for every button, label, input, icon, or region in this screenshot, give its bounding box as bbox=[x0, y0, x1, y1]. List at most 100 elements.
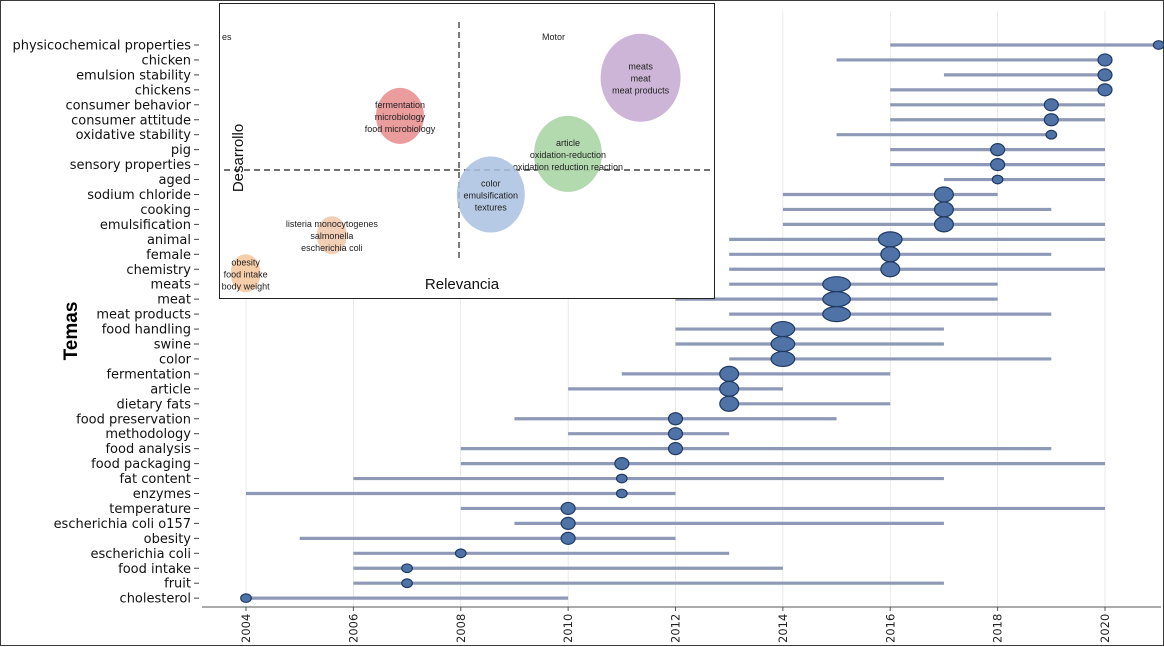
term-bubble bbox=[667, 412, 684, 426]
cluster-term: escherichia coli bbox=[301, 243, 363, 253]
term-label: food handling bbox=[102, 323, 191, 338]
term-label: food packaging bbox=[91, 457, 191, 472]
quadrant-label-left: es bbox=[222, 32, 232, 42]
term-bubble bbox=[1097, 83, 1113, 97]
term-label: enzymes bbox=[133, 487, 191, 502]
term-label: fermentation bbox=[106, 367, 191, 382]
term-bubble bbox=[770, 350, 796, 368]
cluster-term: emulsification bbox=[464, 191, 519, 201]
term-label: cholesterol bbox=[120, 592, 191, 607]
thematic-map-inset: Motor es meats meat meat products fermentatio… bbox=[219, 3, 715, 299]
term-bubble bbox=[880, 261, 901, 278]
cluster-term: meat bbox=[631, 74, 652, 84]
term-label: meat bbox=[157, 293, 191, 308]
x-tick-label: 2004 bbox=[239, 614, 253, 643]
term-bubble bbox=[990, 143, 1006, 157]
term-bubble bbox=[933, 186, 954, 203]
cluster-term: color bbox=[481, 179, 501, 189]
term-label: dietary fats bbox=[116, 397, 191, 412]
term-bubble bbox=[877, 231, 903, 248]
cluster-term: meats bbox=[628, 62, 653, 72]
y-axis-title: Temas bbox=[61, 302, 82, 361]
x-tick-label: 2012 bbox=[669, 614, 683, 643]
term-bubble bbox=[401, 578, 413, 589]
term-bubble bbox=[880, 246, 901, 263]
cluster-term: body weight bbox=[222, 281, 271, 291]
cluster-term: oxidation reduction reaction bbox=[513, 162, 623, 172]
term-label: physicochemical properties bbox=[12, 39, 191, 54]
term-label: temperature bbox=[109, 502, 191, 517]
cluster-term: textures bbox=[475, 203, 508, 213]
term-label: chicken bbox=[142, 53, 191, 68]
x-tick-label: 2020 bbox=[1098, 614, 1112, 643]
term-bubble bbox=[719, 380, 740, 397]
term-label: meats bbox=[151, 278, 192, 293]
thematic-map-svg: Motor es meats meat meat products fermentatio… bbox=[222, 22, 714, 293]
term-label: chickens bbox=[135, 83, 191, 98]
term-bubble bbox=[560, 516, 576, 531]
term-label: cooking bbox=[140, 203, 191, 218]
term-label: escherichia coli o157 bbox=[54, 517, 191, 532]
term-bubble bbox=[1097, 53, 1113, 67]
term-label: sensory properties bbox=[70, 158, 191, 173]
cluster-term: oxidation-reduction bbox=[530, 150, 606, 160]
term-bubble bbox=[560, 531, 576, 545]
term-label: pig bbox=[171, 143, 191, 158]
term-bubble bbox=[719, 395, 740, 412]
term-bubble bbox=[933, 201, 954, 218]
term-label: color bbox=[159, 352, 192, 367]
term-label: emulsification bbox=[100, 218, 191, 233]
cluster-bubble-fermentation bbox=[375, 87, 424, 144]
term-label: animal bbox=[147, 233, 191, 248]
term-bubble bbox=[991, 174, 1004, 185]
cluster-term: listeria monocytogenes bbox=[286, 219, 379, 229]
term-bubble bbox=[1043, 98, 1059, 112]
term-label: food analysis bbox=[105, 442, 191, 457]
term-label: food preservation bbox=[76, 412, 191, 427]
term-bubble bbox=[822, 291, 851, 308]
term-label: emulsion stability bbox=[76, 68, 191, 83]
term-label: consumer attitude bbox=[71, 113, 191, 128]
cluster-term: obesity bbox=[231, 257, 260, 267]
term-bubble bbox=[933, 216, 954, 233]
cluster-bubble-obesity bbox=[230, 254, 261, 293]
term-label: oxidative stability bbox=[76, 128, 192, 143]
cluster-term: meat products bbox=[612, 86, 670, 96]
term-label: fruit bbox=[164, 577, 191, 592]
cluster-term: food microbiology bbox=[365, 124, 436, 134]
cluster-bubble-meats bbox=[600, 33, 681, 122]
term-bubble bbox=[615, 488, 628, 499]
term-label: sodium chloride bbox=[87, 188, 191, 203]
cluster-term: microbiology bbox=[375, 112, 426, 122]
term-label: swine bbox=[154, 338, 191, 353]
term-bubble bbox=[667, 442, 684, 456]
term-bubble bbox=[667, 427, 684, 441]
cluster-term: food intake bbox=[224, 269, 268, 279]
term-label: aged bbox=[159, 173, 191, 188]
term-bubble bbox=[614, 457, 630, 471]
x-tick-label: 2010 bbox=[561, 614, 575, 643]
term-bubble bbox=[1152, 40, 1164, 50]
term-label: consumer behavior bbox=[65, 98, 191, 113]
term-bubble bbox=[454, 548, 467, 559]
term-label: meat products bbox=[96, 308, 191, 323]
term-bubble bbox=[719, 365, 740, 382]
term-label: fat content bbox=[119, 472, 191, 487]
term-bubble bbox=[560, 501, 576, 516]
term-bubble bbox=[822, 276, 851, 293]
x-tick-label: 2008 bbox=[454, 614, 468, 643]
term-bubble bbox=[770, 320, 796, 338]
term-bubble bbox=[1045, 129, 1058, 140]
term-bubble bbox=[615, 473, 628, 484]
term-bubble bbox=[822, 306, 851, 323]
term-bubble bbox=[990, 158, 1006, 172]
x-tick-label: 2014 bbox=[776, 614, 790, 643]
term-bubble bbox=[1097, 68, 1113, 82]
cluster-term: article bbox=[556, 138, 580, 148]
cluster-term: salmonella bbox=[310, 231, 353, 241]
term-label: food intake bbox=[118, 562, 191, 577]
cluster-bubble-article bbox=[533, 115, 602, 192]
x-tick-label: 2018 bbox=[991, 614, 1005, 643]
term-label: chemistry bbox=[126, 263, 191, 278]
